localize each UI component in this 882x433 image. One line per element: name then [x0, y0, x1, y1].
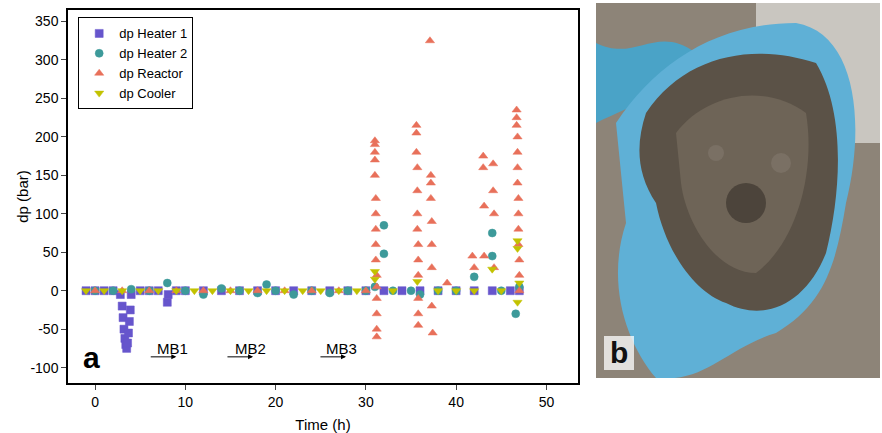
svg-text:Time (h): Time (h) [295, 416, 350, 433]
svg-text:150: 150 [35, 167, 59, 183]
svg-text:300: 300 [35, 52, 59, 68]
svg-text:MB2: MB2 [235, 340, 266, 357]
svg-text:MB1: MB1 [157, 340, 188, 357]
svg-text:100: 100 [35, 206, 59, 222]
svg-text:250: 250 [35, 90, 59, 106]
svg-text:20: 20 [268, 394, 284, 410]
svg-text:0: 0 [91, 394, 99, 410]
svg-text:MB3: MB3 [326, 340, 357, 357]
svg-text:50: 50 [43, 244, 59, 260]
svg-text:350: 350 [35, 13, 59, 29]
svg-text:-50: -50 [38, 321, 58, 337]
svg-text:10: 10 [178, 394, 194, 410]
svg-text:40: 40 [448, 394, 464, 410]
svg-text:a: a [83, 341, 100, 374]
svg-text:dp Heater 1: dp Heater 1 [119, 26, 187, 41]
svg-text:dp Cooler: dp Cooler [119, 86, 176, 101]
html-text:b: b [610, 336, 629, 369]
svg-text:dp Reactor: dp Reactor [119, 66, 183, 81]
svg-text:dp Heater 2: dp Heater 2 [119, 46, 187, 61]
svg-text:200: 200 [35, 129, 59, 145]
svg-text:-100: -100 [30, 360, 58, 376]
svg-text:0: 0 [51, 283, 59, 299]
svg-text:50: 50 [539, 394, 555, 410]
svg-text:dp (bar): dp (bar) [14, 170, 31, 223]
svg-text:30: 30 [358, 394, 374, 410]
